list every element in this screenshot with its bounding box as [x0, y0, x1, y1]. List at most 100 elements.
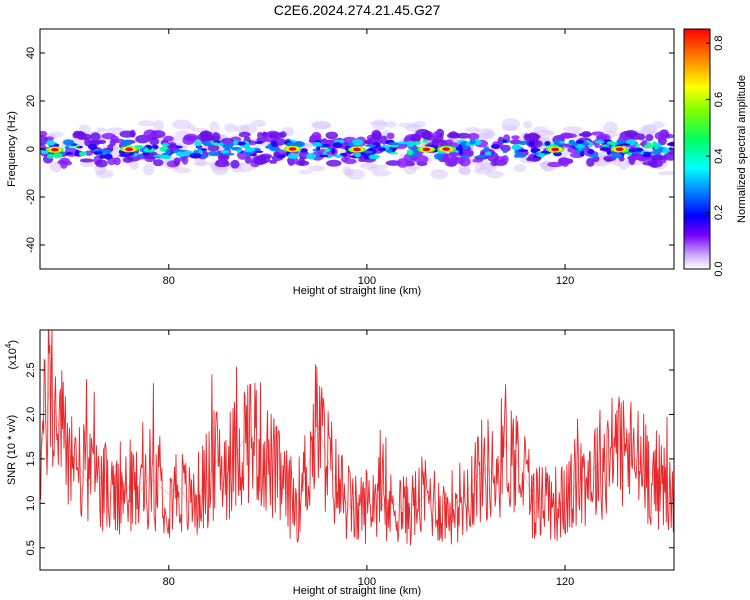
heat-core [354, 152, 362, 158]
heat-body [560, 132, 573, 139]
heat-body [230, 159, 240, 169]
spectrogram-x-tick-label-2: 120 [556, 275, 574, 287]
spectrogram-x-ticks: 80 100 120 [163, 29, 574, 287]
heat-body [76, 130, 85, 137]
heat-core [254, 150, 264, 153]
snr-x-ticks: 80 100 120 [163, 330, 574, 588]
heat-core [368, 154, 380, 160]
heat-body [500, 144, 511, 152]
heat-halo [129, 160, 139, 170]
heat-body [460, 148, 474, 157]
heat-core [553, 151, 562, 157]
heat-core [348, 141, 354, 147]
heat-core [351, 139, 364, 146]
spectrogram-y-axis-label: Frequency (Hz) [6, 111, 18, 187]
heat-core [594, 140, 605, 144]
heat-body [60, 160, 68, 169]
heat-body [642, 160, 654, 166]
snr-multiplier-base: (x10 [7, 348, 19, 369]
heat-core [277, 154, 286, 159]
heat-core [75, 149, 80, 155]
heat-core [483, 146, 490, 152]
hot-spot-peak-0 [50, 147, 59, 152]
heat-halo [657, 171, 674, 176]
heat-core [433, 153, 444, 160]
heat-core [649, 150, 662, 155]
heat-core [138, 154, 144, 158]
heat-body [254, 157, 267, 166]
heat-halo [193, 161, 211, 166]
spectrogram-y-tick-label-3: 20 [25, 95, 37, 107]
heat-core [236, 149, 242, 153]
colorbar-tick-label-2: 0.4 [713, 148, 725, 163]
heat-body [88, 139, 103, 145]
heat-core [630, 149, 637, 153]
heat-core [293, 141, 306, 148]
heat-core [254, 141, 264, 144]
heat-core [213, 142, 219, 146]
spectrogram-panel: 80 100 120 -40 -20 0 20 40 Height of straight … [6, 28, 675, 297]
heat-core [143, 147, 156, 153]
colorbar-tick-label-1: 0.2 [713, 205, 725, 220]
heat-halo [369, 121, 388, 126]
heat-core [588, 141, 593, 147]
hot-spot-peak-5 [442, 147, 451, 151]
heat-body [413, 155, 429, 164]
snr-y-tick-label-3: 2.0 [25, 407, 37, 422]
heat-core [324, 148, 330, 153]
snr-y-tick-label-2: 1.5 [25, 451, 37, 466]
heat-body [238, 131, 251, 138]
heat-core [194, 140, 202, 147]
heat-body [95, 159, 108, 168]
spectrogram-y-ticks: -40 -20 0 20 40 [25, 47, 674, 253]
heat-core [544, 141, 551, 146]
heat-core [322, 151, 327, 156]
heat-core [643, 144, 655, 148]
heat-core [63, 139, 75, 146]
heat-core [271, 140, 278, 147]
spectrogram-y-tick-label-1: -20 [25, 189, 37, 205]
hot-spot-peak-4 [422, 147, 431, 152]
heat-core [52, 152, 63, 159]
heat-body [79, 158, 94, 163]
heat-core [306, 153, 317, 160]
heat-core [635, 143, 640, 148]
snr-trace [40, 330, 674, 546]
colorbar-tick-label-0: 0.0 [713, 261, 725, 276]
heat-body [119, 130, 135, 138]
heat-core [588, 153, 599, 158]
snr-frame [39, 329, 675, 571]
heat-body [371, 131, 382, 140]
heat-halo [384, 121, 397, 128]
heat-body [645, 134, 654, 142]
heat-halo [545, 129, 555, 136]
heat-core [224, 152, 235, 156]
heat-body [90, 132, 101, 142]
heat-core [93, 151, 104, 155]
heat-core [635, 147, 644, 152]
heat-core [244, 147, 255, 152]
heat-core [502, 150, 508, 154]
heat-body [501, 155, 509, 164]
heat-halo [173, 167, 192, 174]
snr-y-axis-label: SNR (10 * v/v) [6, 415, 18, 485]
heat-body [396, 158, 409, 168]
heat-core [533, 148, 541, 152]
heat-halo [501, 118, 521, 131]
heat-body [431, 138, 439, 147]
heat-core [299, 148, 308, 153]
heat-core [606, 141, 615, 145]
heat-body [663, 152, 674, 161]
snr-y-ticks: 0.5 1.0 1.5 2.0 2.5 [25, 362, 674, 555]
heat-core [64, 145, 70, 151]
colorbar-gradient [683, 28, 711, 270]
heat-core [517, 149, 529, 152]
heat-halo [430, 168, 449, 180]
heat-core [518, 140, 528, 145]
heat-core [319, 154, 329, 158]
colorbar-label: Normalized spectral amplitude [736, 75, 748, 223]
heat-body [40, 143, 47, 153]
heat-core [412, 141, 421, 145]
heat-halo [513, 164, 527, 173]
colorbar-tick-label-3: 0.6 [713, 92, 725, 107]
